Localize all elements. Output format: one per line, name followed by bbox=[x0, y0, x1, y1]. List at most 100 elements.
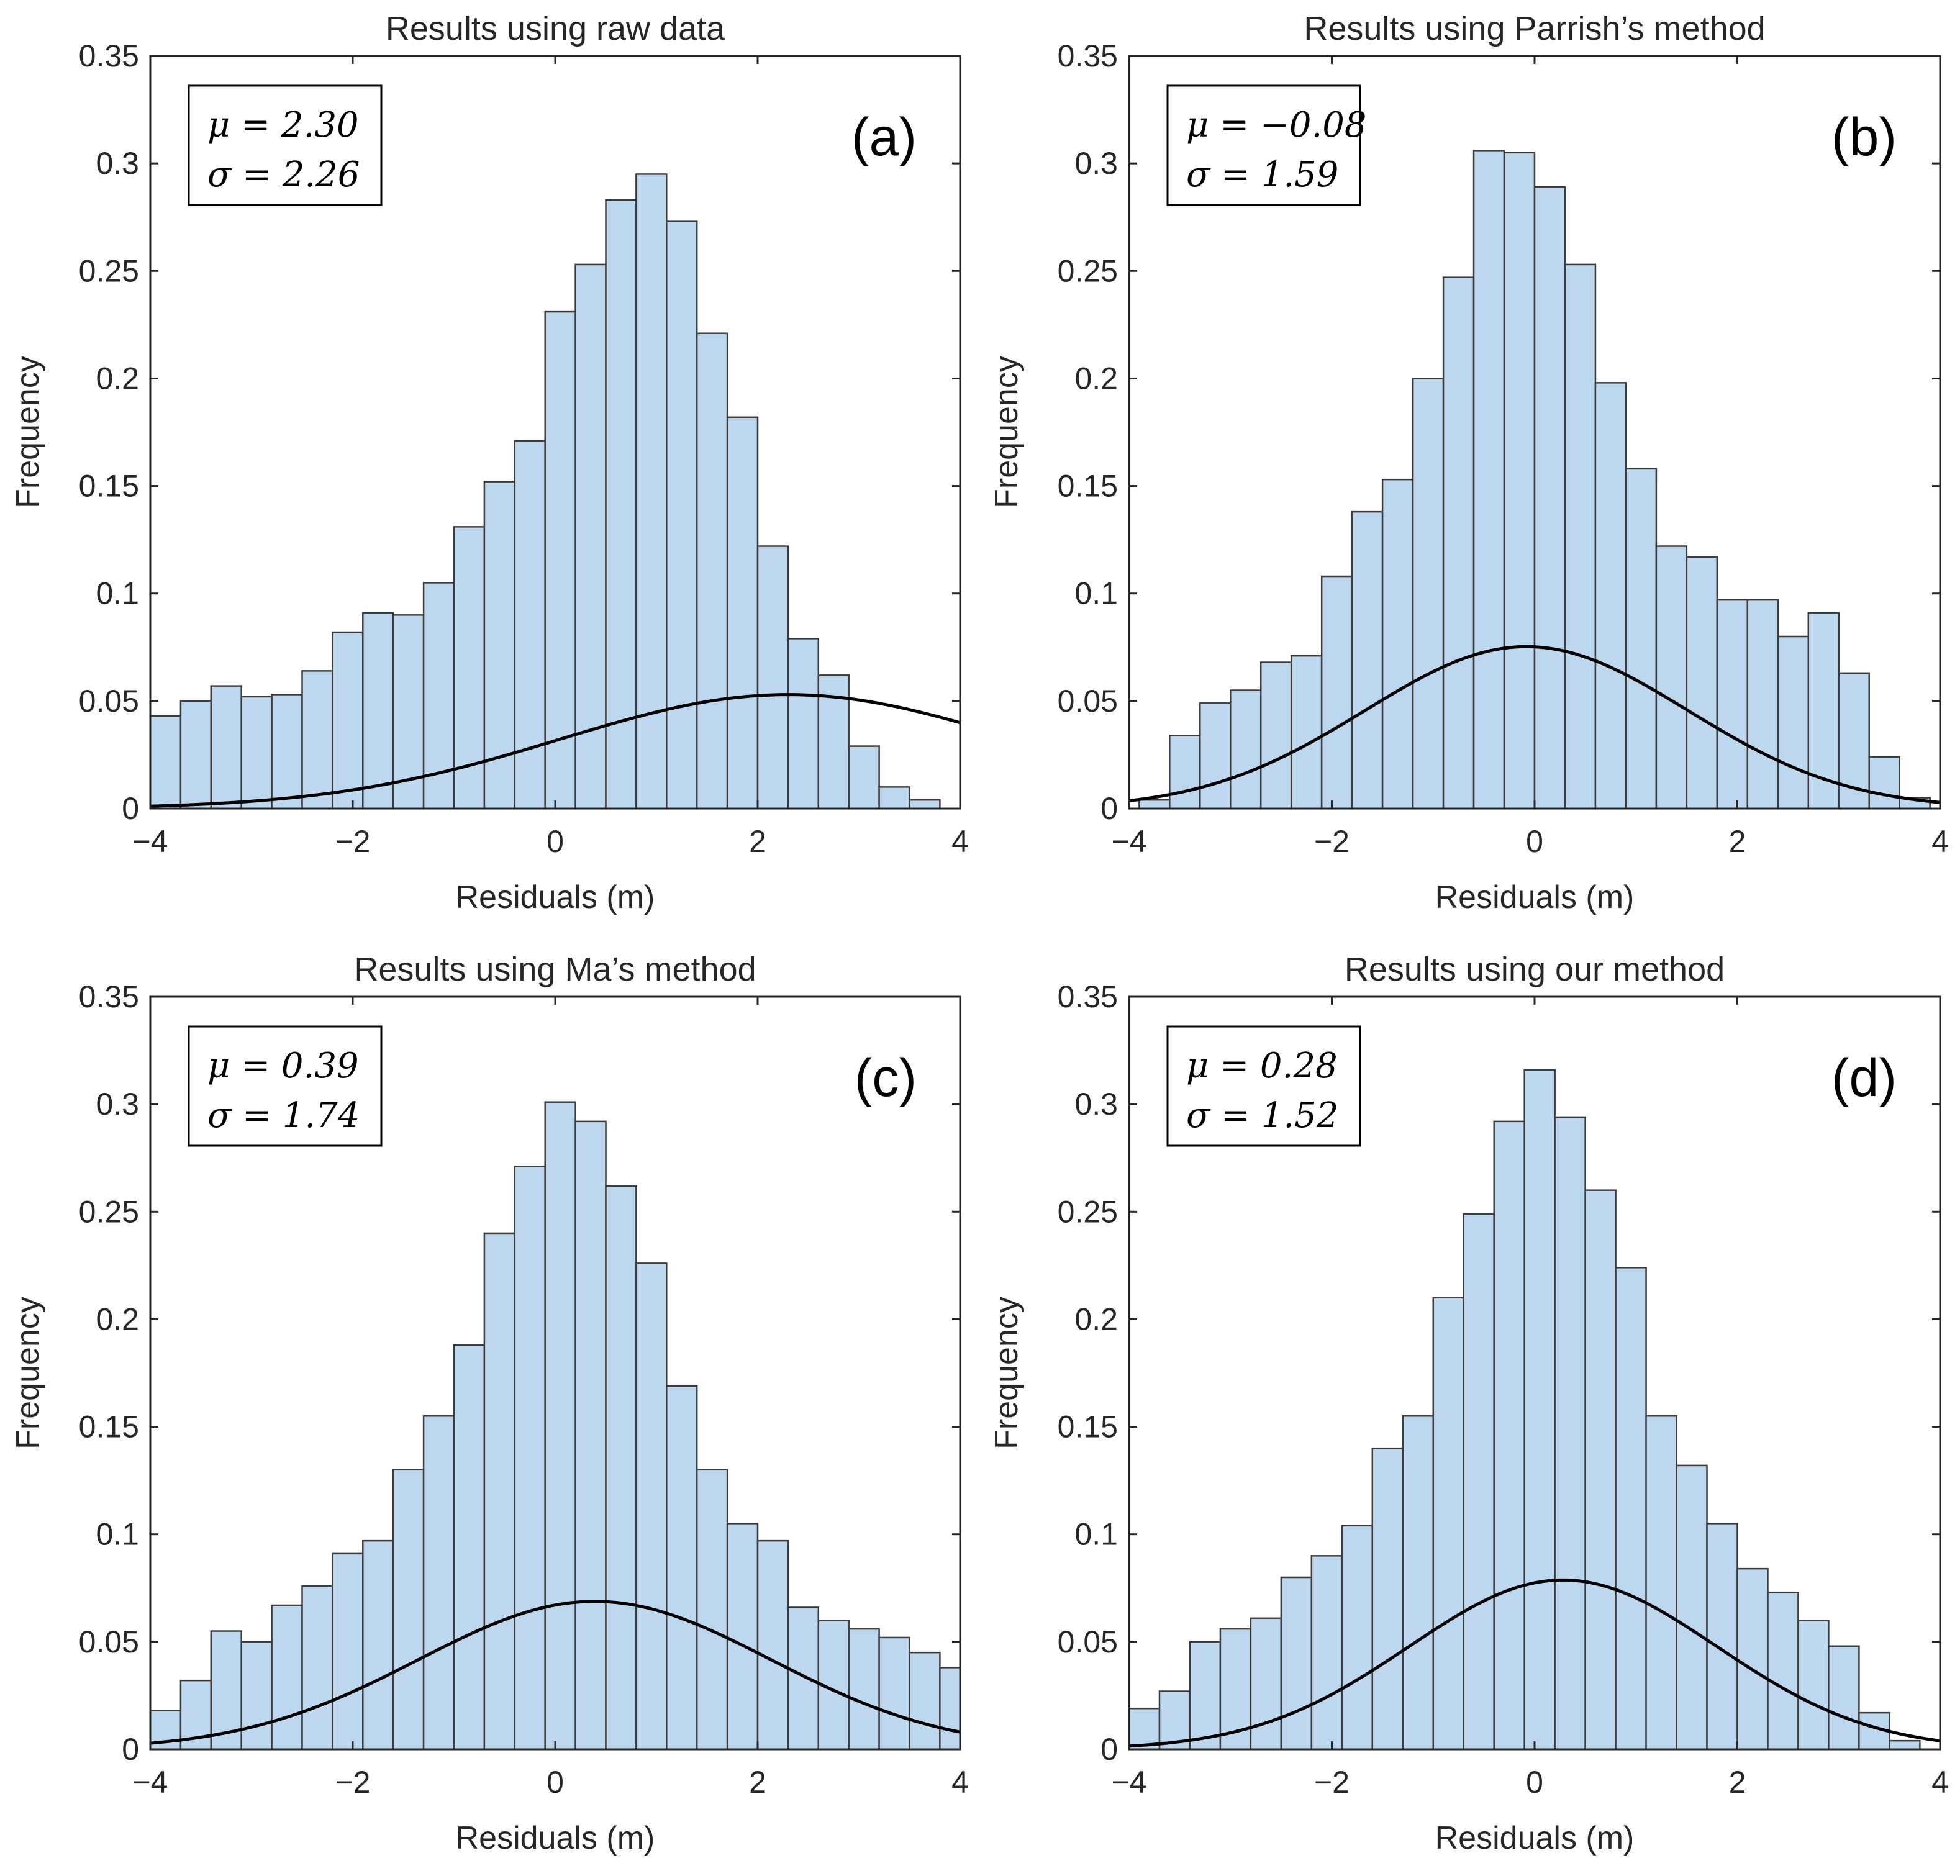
panel-label: (b) bbox=[1831, 107, 1897, 167]
y-tick-label: 0.05 bbox=[1058, 1625, 1118, 1659]
histogram-bar bbox=[1402, 1415, 1434, 1749]
y-tick-label: 0 bbox=[1100, 791, 1118, 826]
x-tick-label: 0 bbox=[1526, 824, 1543, 859]
normal-fit-curve bbox=[150, 693, 960, 808]
histogram-bar bbox=[332, 631, 364, 809]
y-tick-label: 0.15 bbox=[1058, 469, 1118, 504]
y-tick-label: 0.25 bbox=[79, 1194, 139, 1229]
stats-box bbox=[188, 84, 383, 206]
panel-label: (a) bbox=[851, 107, 917, 167]
histogram-bar bbox=[1169, 735, 1201, 809]
histogram-bar bbox=[1503, 152, 1536, 809]
histogram-bar bbox=[1472, 150, 1505, 809]
histogram-bar bbox=[1280, 1576, 1313, 1749]
histogram-bar bbox=[1584, 1189, 1617, 1749]
y-axis-label: Frequency bbox=[10, 356, 46, 509]
histogram-bar bbox=[1320, 575, 1353, 809]
histogram-bar bbox=[1523, 1069, 1556, 1749]
x-tick-label: −2 bbox=[335, 1765, 370, 1800]
x-tick-label: −2 bbox=[335, 824, 370, 859]
y-tick-label: 0.15 bbox=[1058, 1410, 1118, 1444]
y-tick-label: 0.25 bbox=[1058, 1194, 1118, 1229]
histogram-bar bbox=[1250, 1617, 1282, 1749]
histogram-bar bbox=[1554, 1116, 1586, 1749]
histogram-bar bbox=[1625, 468, 1658, 809]
y-tick-label: 0.35 bbox=[79, 979, 139, 1014]
histogram-bar bbox=[666, 1385, 698, 1749]
histogram-bar bbox=[1138, 799, 1171, 809]
histogram-bar bbox=[1442, 276, 1475, 809]
x-tick-label: 4 bbox=[951, 824, 969, 859]
y-tick-label: 0.3 bbox=[96, 146, 139, 181]
histogram-bar bbox=[1564, 263, 1597, 809]
histogram-bar bbox=[1189, 1641, 1222, 1749]
histogram-bar bbox=[635, 173, 668, 809]
histogram-bar bbox=[1290, 655, 1323, 809]
histogram-bar bbox=[1493, 1120, 1525, 1749]
histogram-bar bbox=[1645, 1415, 1677, 1749]
histogram-bar bbox=[514, 440, 546, 809]
histogram-bar bbox=[1706, 1523, 1738, 1749]
y-axis-label: Frequency bbox=[10, 1297, 46, 1449]
x-tick-label: −4 bbox=[1111, 1765, 1146, 1800]
normal-fit-group bbox=[1129, 1578, 1940, 1748]
chart-title: Results using Parrish’s method bbox=[1304, 10, 1765, 47]
histogram-bar bbox=[574, 263, 607, 809]
normal-fit-group bbox=[150, 1600, 960, 1745]
stats-sigma: σ = 1.74 bbox=[207, 1095, 360, 1136]
x-axis-label: Residuals (m) bbox=[1435, 1820, 1635, 1856]
chart-panel-d: 0 0.05 0.1 0.15 0.2 0.25 0.3 0.35 −4 −2 0 2 4 Results… bbox=[989, 951, 1949, 1856]
histogram-bar bbox=[756, 545, 789, 809]
histogram-bar bbox=[240, 1641, 273, 1749]
histogram-bar bbox=[696, 1469, 728, 1749]
chart-panel-a: 0 0.05 0.1 0.15 0.2 0.25 0.3 0.35 −4 −2 0 2 4 Results… bbox=[10, 10, 969, 915]
x-tick-label: 2 bbox=[749, 1765, 766, 1800]
y-tick-label: 0.25 bbox=[1058, 253, 1118, 288]
histogram-bar bbox=[1828, 1645, 1860, 1749]
histogram-bar bbox=[1889, 1739, 1921, 1749]
x-tick-label: 2 bbox=[1729, 1765, 1746, 1800]
histogram-bar bbox=[848, 745, 880, 809]
histogram-bar bbox=[453, 1344, 486, 1749]
histogram-bar bbox=[787, 638, 820, 809]
x-tick-label: 2 bbox=[1729, 824, 1746, 859]
histogram-bar bbox=[1594, 382, 1627, 809]
histogram-bar bbox=[1797, 1619, 1830, 1749]
histogram-bar bbox=[878, 1636, 910, 1749]
histogram-bar bbox=[301, 1585, 333, 1749]
histogram-bar bbox=[1310, 1555, 1343, 1749]
histogram-bar bbox=[909, 1651, 941, 1749]
histogram-bar bbox=[574, 1120, 607, 1749]
stats-sigma: σ = 1.52 bbox=[1186, 1095, 1338, 1136]
histogram-bar bbox=[1676, 1464, 1708, 1749]
x-tick-label: 4 bbox=[951, 1765, 969, 1800]
histogram-bar bbox=[1341, 1525, 1374, 1749]
stats-sigma: σ = 2.26 bbox=[207, 155, 360, 195]
histogram-bar bbox=[332, 1552, 364, 1749]
histogram-bar bbox=[787, 1606, 820, 1749]
histogram-bar bbox=[666, 220, 698, 809]
y-tick-label: 0.3 bbox=[96, 1087, 139, 1122]
y-tick-label: 0 bbox=[122, 791, 139, 826]
histogram-bar bbox=[422, 1415, 455, 1749]
histogram-bar bbox=[544, 310, 576, 809]
y-tick-label: 0.1 bbox=[1074, 576, 1118, 611]
histogram-bar bbox=[1432, 1297, 1464, 1749]
histogram-bar bbox=[179, 700, 212, 809]
histogram-bar bbox=[210, 685, 242, 809]
histogram-bar bbox=[726, 416, 759, 809]
x-tick-label: 4 bbox=[1931, 1765, 1949, 1800]
stats-box bbox=[188, 1025, 383, 1147]
x-tick-label: −2 bbox=[1314, 1765, 1350, 1800]
y-tick-label: 0.15 bbox=[79, 469, 139, 504]
chart-panel-b: 0 0.05 0.1 0.15 0.2 0.25 0.3 0.35 −4 −2 0 2 4 Results… bbox=[989, 10, 1949, 915]
normal-fit-group bbox=[1129, 645, 1940, 804]
stats-box bbox=[1166, 84, 1361, 206]
chart-title: Results using raw data bbox=[386, 10, 725, 47]
y-tick-label: 0.15 bbox=[79, 1410, 139, 1444]
histogram-bars bbox=[1138, 150, 1931, 809]
x-tick-label: −4 bbox=[132, 1765, 168, 1800]
histogram-bars bbox=[150, 173, 941, 809]
y-tick-label: 0 bbox=[1100, 1732, 1118, 1767]
histogram-bar bbox=[1199, 702, 1232, 809]
